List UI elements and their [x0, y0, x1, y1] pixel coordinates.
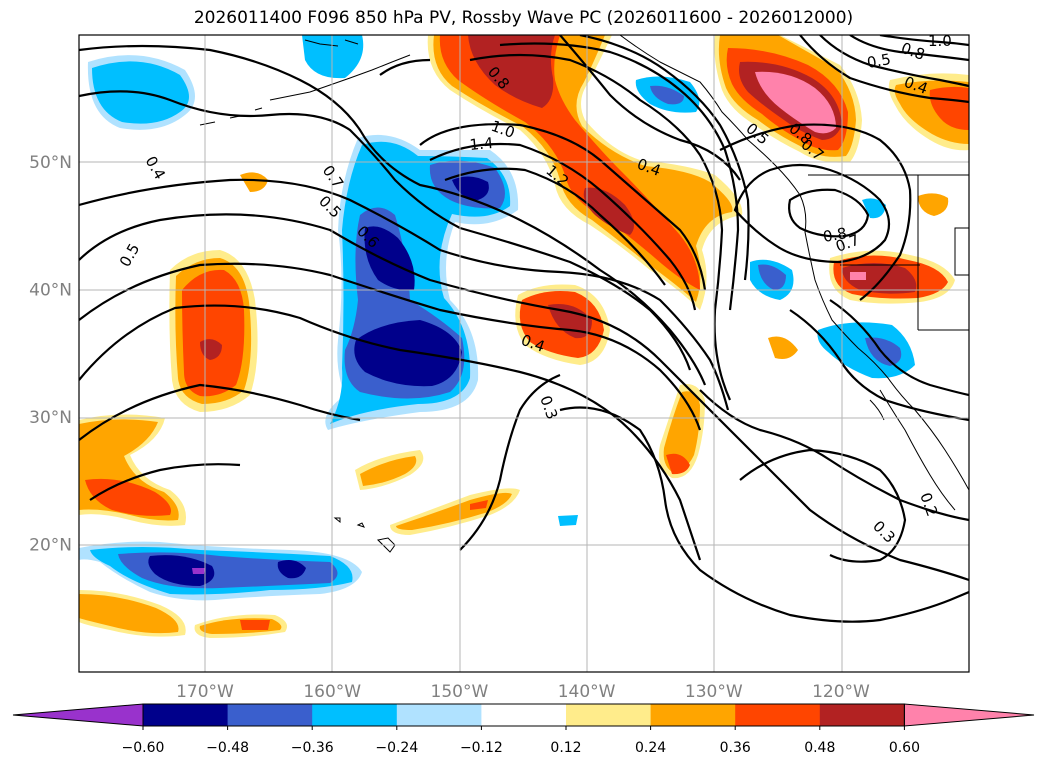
colorbar-tick-label: 0.60 [889, 740, 920, 756]
colorbar-tick-label: −0.24 [375, 740, 418, 756]
colorbar-segment [396, 704, 482, 726]
colorbar-segment [227, 704, 313, 726]
longitude-label: 130°W [685, 682, 743, 702]
colorbar-extend-low [12, 703, 144, 727]
longitude-label: 150°W [431, 682, 489, 702]
contour-label: 1.0 [928, 32, 952, 50]
colorbar-segment [735, 704, 821, 726]
colorbar [12, 703, 1035, 727]
latitude-labels: 50°N 40°N 30°N 20°N [29, 153, 72, 556]
colorbar-tick-label: −0.48 [206, 740, 249, 756]
longitude-label: 160°W [303, 682, 361, 702]
gridlines [79, 35, 969, 672]
colorbar-extend-high [903, 703, 1035, 727]
contour-label: 0.8 [822, 224, 849, 246]
colorbar-tick-label: 0.48 [804, 740, 835, 756]
map-plot-area: 0.4 0.5 0.7 0.5 0.6 0.8 1.0 1.4 1.2 0.4 … [79, 32, 969, 672]
colorbar-segment [143, 704, 229, 726]
colorbar-tick-label: 0.36 [720, 740, 751, 756]
latitude-label: 30°N [29, 408, 72, 428]
colorbar-segment [566, 704, 652, 726]
colorbar-tick-label: −0.36 [291, 740, 334, 756]
colorbar-tick-label: 0.12 [550, 740, 581, 756]
longitude-label: 120°W [812, 682, 870, 702]
colorbar-tick-labels: −0.60 −0.48 −0.36 −0.24 −0.12 0.12 0.24 0.36 0.4… [122, 726, 920, 756]
colorbar-segment [481, 704, 567, 726]
colorbar-frame [142, 703, 905, 727]
colorbar-tick-label: −0.12 [460, 740, 503, 756]
colorbar-segment [650, 704, 736, 726]
map-frame [78, 34, 970, 673]
latitude-label: 20°N [29, 536, 72, 556]
contour-label: 0.5 [866, 50, 893, 72]
colorbar-segment [312, 704, 398, 726]
latitude-label: 40°N [29, 281, 72, 301]
colorbar-tick-label: 0.24 [635, 740, 666, 756]
longitude-label: 140°W [558, 682, 616, 702]
colorbar-tick-label: −0.60 [122, 740, 165, 756]
longitude-label: 170°W [176, 682, 234, 702]
colorbar-segment [819, 704, 905, 726]
map-title: 2026011400 F096 850 hPa PV, Rossby Wave … [193, 8, 854, 28]
contour-label: 1.4 [469, 134, 494, 154]
coastlines [199, 35, 969, 553]
latitude-label: 50°N [29, 153, 72, 173]
longitude-labels: 170°W 160°W 150°W 140°W 130°W 120°W [176, 682, 870, 702]
